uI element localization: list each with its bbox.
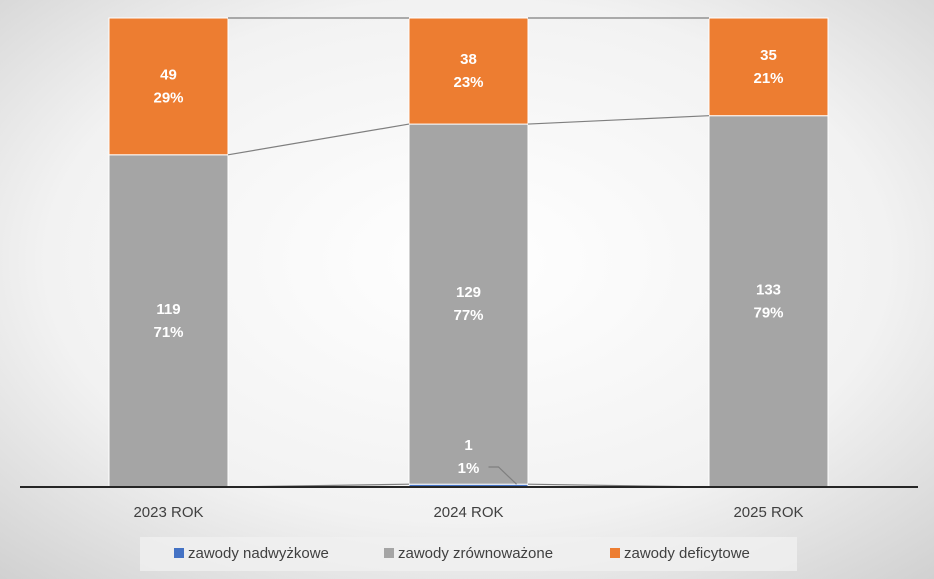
data-label: 1 <box>464 437 472 454</box>
bar-segment <box>108 154 229 488</box>
bar-segment <box>708 115 829 488</box>
series-line <box>227 123 410 156</box>
data-label: 129 <box>456 284 481 301</box>
legend-swatch <box>384 548 394 558</box>
bar-segment <box>108 17 229 156</box>
data-label-percent: 77% <box>453 307 483 324</box>
bar-segment <box>408 17 529 125</box>
data-label-percent: 23% <box>453 74 483 91</box>
leader-line <box>488 466 517 485</box>
x-tick-label: 2025 ROK <box>733 504 803 521</box>
series-line <box>527 115 710 125</box>
data-label-percent: 29% <box>153 89 183 106</box>
x-tick-label: 2024 ROK <box>433 504 503 521</box>
legend-label: zawody deficytowe <box>624 545 750 562</box>
data-label: 133 <box>756 281 781 298</box>
legend-swatch <box>610 548 620 558</box>
legend-label: zawody nadwyżkowe <box>188 545 329 562</box>
legend-label: zawody zrównoważone <box>398 545 553 562</box>
data-label-percent: 79% <box>753 304 783 321</box>
data-label-percent: 71% <box>153 324 183 341</box>
data-label: 49 <box>160 66 177 83</box>
data-label: 35 <box>760 47 777 64</box>
x-tick-label: 2023 ROK <box>133 504 203 521</box>
bar-segment <box>408 123 529 485</box>
legend-swatch <box>174 548 184 558</box>
bar-segment <box>708 17 829 117</box>
data-label-percent: 21% <box>753 70 783 87</box>
data-label: 119 <box>156 301 180 318</box>
legend-box <box>140 537 797 571</box>
data-label: 38 <box>460 51 477 68</box>
data-label-percent: 1% <box>458 460 480 477</box>
